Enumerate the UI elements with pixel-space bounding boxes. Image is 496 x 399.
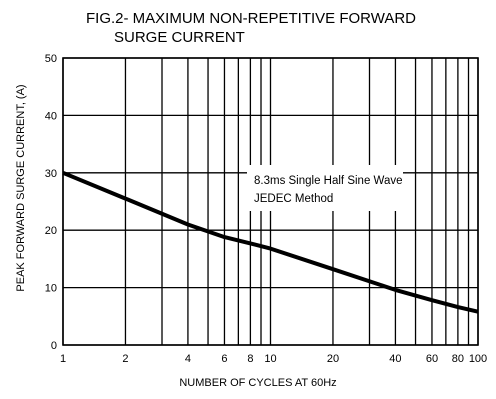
series-layer [62, 170, 479, 314]
x-axis-label: NUMBER OF CYCLES AT 60Hz [179, 377, 336, 389]
annotation-box [247, 165, 403, 211]
x-tick-label: 20 [327, 353, 339, 365]
x-tick-label: 1 [60, 353, 66, 365]
y-tick-label: 20 [45, 225, 57, 237]
x-tick-label: 100 [469, 353, 487, 365]
chart-title-group: FIG.2- MAXIMUM NON-REPETITIVE FORWARD SU… [86, 10, 416, 46]
y-tick-label: 30 [45, 168, 57, 180]
x-tick-label: 40 [389, 353, 401, 365]
y-tick-label: 0 [51, 340, 57, 352]
x-tick-label: 80 [452, 353, 464, 365]
y-tick-label: 50 [45, 53, 57, 65]
x-tick-label: 2 [122, 353, 128, 365]
x-tick-label: 10 [264, 353, 276, 365]
x-tick-label: 6 [221, 353, 227, 365]
y-tick-label: 10 [45, 283, 57, 295]
y-tick-label: 40 [45, 110, 57, 122]
annotation-layer: 8.3ms Single Half Sine Wave JEDEC Method [247, 165, 403, 211]
surge-current-line [62, 170, 479, 314]
axis-labels: NUMBER OF CYCLES AT 60Hz PEAK FORWARD SU… [15, 84, 337, 389]
tick-label-layer: 1 2 4 6 8 10 20 40 60 80 100 0 10 20 30 40 50 [45, 53, 487, 365]
chart-title: FIG.2- MAXIMUM NON-REPETITIVE FORWARD [86, 10, 416, 27]
x-tick-label: 60 [426, 353, 438, 365]
x-tick-label: 4 [185, 353, 191, 365]
y-axis-label: PEAK FORWARD SURGE CURRENT, (A) [15, 84, 27, 291]
x-tick-label: 8 [247, 353, 253, 365]
annotation-line-1: 8.3ms Single Half Sine Wave [254, 175, 403, 187]
annotation-line-2: JEDEC Method [254, 193, 333, 205]
chart-subtitle: SURGE CURRENT [114, 29, 245, 46]
